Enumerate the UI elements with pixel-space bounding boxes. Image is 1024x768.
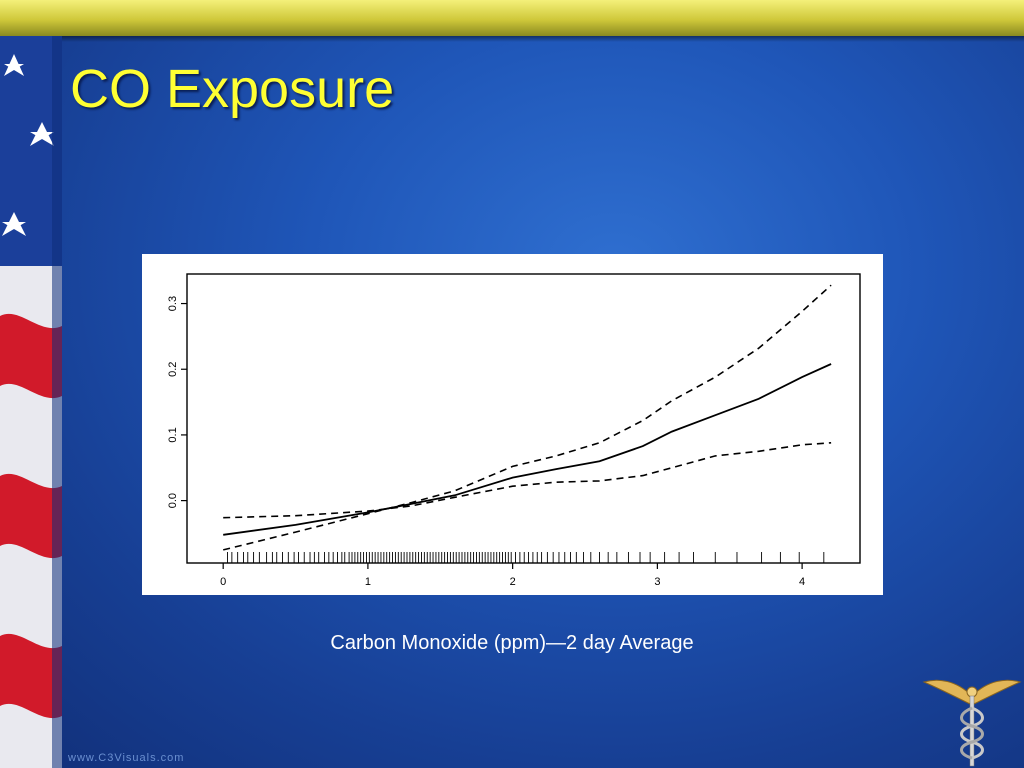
co-exposure-chart: 0.0 0.1 0.2 0.3 0 1 2 3 4 [167, 273, 861, 588]
y-tick-label: 0.2 [167, 362, 179, 377]
confidence-band-line-1 [223, 284, 832, 551]
chart-panel: 0.0 0.1 0.2 0.3 0 1 2 3 4 [142, 254, 883, 595]
series-lines [223, 284, 832, 551]
star-icon [2, 212, 26, 236]
y-axis: 0.0 0.1 0.2 0.3 [167, 296, 187, 508]
x-tick-label: 0 [220, 576, 226, 588]
confidence-band-line-2 [223, 442, 832, 519]
plot-frame [186, 273, 861, 564]
rug-marks [227, 552, 825, 563]
chart-caption: Carbon Monoxide (ppm)—2 day Average [0, 632, 1024, 655]
top-gold-band [0, 0, 1024, 36]
x-axis: 0 1 2 3 4 [220, 563, 805, 588]
caption-text: Carbon Monoxide (ppm)—2 day Average [330, 632, 694, 654]
slide-title: CO Exposure [70, 59, 395, 119]
estimate-line [223, 363, 832, 536]
x-tick-label: 1 [365, 576, 371, 588]
star-icon [30, 122, 54, 146]
watermark-text: www.C3Visuals.com [68, 752, 185, 764]
x-tick-label: 2 [510, 576, 516, 588]
flag-decoration [0, 36, 62, 768]
x-tick-label: 3 [654, 576, 660, 588]
caduceus-icon [922, 679, 1022, 767]
star-icon [4, 54, 24, 76]
top-band-shadow [0, 36, 1024, 42]
y-tick-label: 0.0 [167, 493, 179, 508]
x-tick-label: 4 [799, 576, 805, 588]
y-tick-label: 0.3 [167, 296, 179, 311]
y-tick-label: 0.1 [167, 427, 179, 442]
